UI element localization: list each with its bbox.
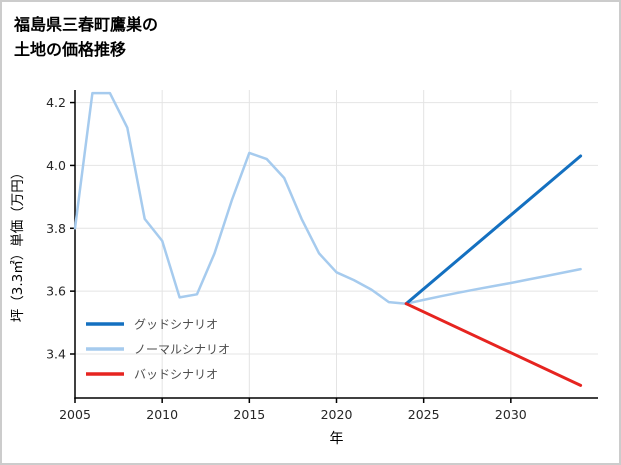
x-axis-label: 年 xyxy=(330,431,344,447)
x-tick-label: 2025 xyxy=(408,407,440,422)
y-tick-label: 4.0 xyxy=(46,158,66,173)
x-tick-label: 2020 xyxy=(321,407,353,422)
chart-title-line1: 福島県三春町鷹巣の xyxy=(14,15,159,34)
x-tick-label: 2015 xyxy=(233,407,265,422)
y-axis-label: 坪（3.3㎡）単価（万円） xyxy=(10,166,26,322)
series-line-good-scenario xyxy=(404,154,583,306)
chart-title: 福島県三春町鷹巣の 土地の価格推移 xyxy=(14,12,619,62)
chart-title-line2: 土地の価格推移 xyxy=(14,40,127,59)
series-line-historical xyxy=(73,91,408,305)
legend-label-2: バッドシナリオ xyxy=(134,368,218,382)
series-line-normal-scenario xyxy=(404,267,582,305)
x-tick-label: 2010 xyxy=(146,407,178,422)
chart-canvas: 3.4 3.6 3.8 4.0 4.2 2005 2010 2015 2020 2025 2030 年… xyxy=(10,90,598,447)
y-tick-label: 3.8 xyxy=(46,221,66,236)
price-trend-chart: 3.4 3.6 3.8 4.0 4.2 2005 2010 2015 2020 2025 2030 年… xyxy=(2,64,619,460)
y-tick-label: 3.4 xyxy=(46,347,66,362)
x-tick-label: 2005 xyxy=(59,407,91,422)
x-tick-label: 2030 xyxy=(495,407,527,422)
series-line-bad-scenario xyxy=(404,302,583,387)
y-tick-label: 4.2 xyxy=(46,95,66,110)
legend-label-1: ノーマルシナリオ xyxy=(134,343,230,357)
legend-label-0: グッドシナリオ xyxy=(134,318,218,332)
y-tick-label: 3.6 xyxy=(46,284,66,299)
